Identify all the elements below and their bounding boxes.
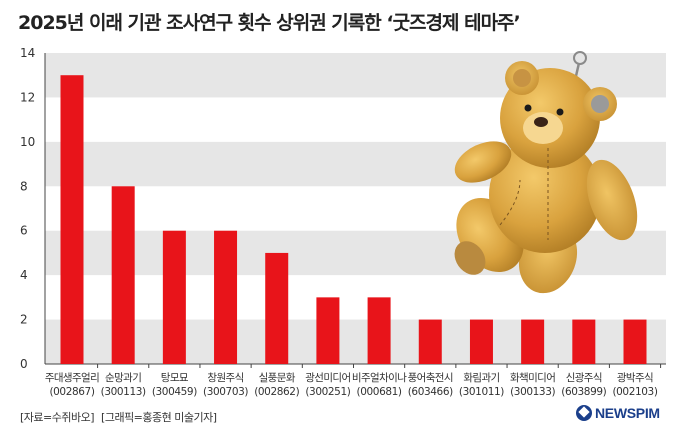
x-tick-label: 실풍문화 <box>259 372 296 384</box>
bar <box>367 297 391 364</box>
x-tick-label: 광박주식 <box>617 372 653 384</box>
page-title: 2025년 이래 기관 조사연구 횟수 상위권 기록한 ‘굿즈경제 테마주’ <box>18 12 521 34</box>
x-tick-label: 순망과기 <box>105 372 141 384</box>
bar <box>623 319 647 364</box>
bar <box>572 319 596 364</box>
bar <box>521 319 545 364</box>
bar <box>316 297 340 364</box>
x-tick-code: (603899) <box>561 386 606 398</box>
x-tick-code: (300703) <box>203 386 248 398</box>
brand-logo: NEWSPIM <box>576 405 660 421</box>
y-tick-label: 10 <box>20 135 35 149</box>
x-tick-label: 화책미디어 <box>510 372 555 384</box>
bar <box>162 230 186 364</box>
y-tick-label: 14 <box>20 46 35 60</box>
teddy-bear-icon <box>454 51 638 294</box>
x-tick-label: 창원주식 <box>207 372 243 384</box>
bar <box>111 186 135 364</box>
y-tick-label: 0 <box>20 357 28 371</box>
footer-credits: [자료=수쥐바오] [그래픽=홍종현 미술기자] <box>20 409 221 425</box>
x-tick-label: 비주얼차이나 <box>352 372 407 384</box>
bar <box>214 230 238 364</box>
source-text: [자료=수쥐바오] <box>20 411 95 424</box>
x-tick-code: (002862) <box>254 386 299 398</box>
bar <box>60 75 84 364</box>
newspim-logo-icon <box>576 405 592 421</box>
x-tick-code: (603466) <box>408 386 453 398</box>
credit-text: [그래픽=홍종현 미술기자] <box>101 411 217 424</box>
y-tick-label: 8 <box>20 179 28 193</box>
x-tick-code: (301011) <box>459 386 504 398</box>
y-tick-label: 4 <box>20 268 28 282</box>
x-tick-code: (002867) <box>49 386 94 398</box>
brand-text: NEWSPIM <box>595 405 660 421</box>
x-tick-label: 광선미디어 <box>305 372 350 384</box>
bar <box>418 319 442 364</box>
x-tick-label: 화림과기 <box>463 372 499 384</box>
x-tick-label: 풍어축전시 <box>408 372 453 384</box>
x-tick-code: (300133) <box>510 386 555 398</box>
bar-series <box>60 75 662 368</box>
grid-band <box>45 319 666 364</box>
y-tick-label: 6 <box>20 224 28 238</box>
x-tick-code: (300251) <box>305 386 350 398</box>
bar <box>265 252 289 364</box>
x-tick-code: (000681) <box>357 386 402 398</box>
x-tick-code: (300459) <box>152 386 197 398</box>
y-tick-label: 12 <box>20 90 35 104</box>
x-tick-label: 신광주식 <box>566 372 602 384</box>
x-tick-labels: 주대생주얼리 (002867) 순망과기 (300113) 탕모묘 (300459) 창원주… <box>45 372 658 398</box>
bar <box>469 319 493 364</box>
x-tick-code: (300113) <box>101 386 146 398</box>
x-tick-label: 탕모묘 <box>161 372 189 384</box>
y-tick-label: 2 <box>20 313 28 327</box>
y-tick-labels: 0 2 4 6 8 10 12 14 <box>20 46 35 371</box>
x-tick-label: 주대생주얼리 <box>45 372 99 384</box>
x-tick-code: (002103) <box>612 386 657 398</box>
